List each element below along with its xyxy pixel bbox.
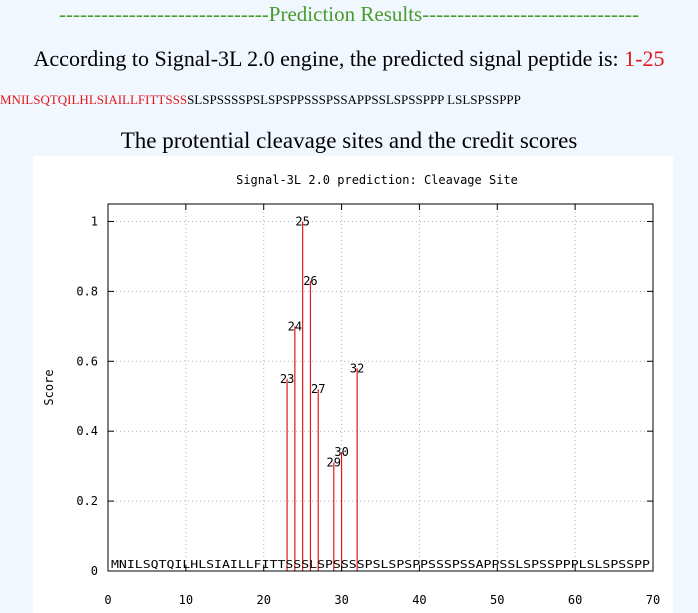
predicted-range: 1-25	[624, 46, 665, 71]
ticks-layer: 0 10 20 30 40 50 60 70 0 0.2 0.4 0.6 0.8 1	[76, 204, 660, 607]
prediction-statement: According to Signal-3L 2.0 engine, the p…	[0, 46, 698, 72]
chart-panel: Signal-3L 2.0 prediction: Cleavage Site …	[33, 156, 673, 613]
x-tick-label: 50	[490, 593, 504, 607]
y-tick-label: 0	[91, 564, 98, 578]
chart-title: Signal-3L 2.0 prediction: Cleavage Site	[236, 173, 518, 187]
y-tick-label: 1	[91, 214, 98, 228]
score-point-label-23: 23	[280, 372, 294, 386]
score-point-label-32: 32	[350, 361, 364, 375]
x-tick-label: 30	[334, 593, 348, 607]
score-point-label-29: 29	[327, 456, 341, 470]
x-tick-label: 0	[104, 593, 111, 607]
score-point-label-27: 27	[311, 382, 325, 396]
prediction-text: According to Signal-3L 2.0 engine, the p…	[33, 46, 625, 71]
cleavage-site-chart: Signal-3L 2.0 prediction: Cleavage Site …	[42, 173, 660, 607]
y-axis-label: Score	[42, 369, 56, 405]
score-point-label-26: 26	[303, 274, 317, 288]
results-header: ------------------------------Prediction…	[59, 2, 639, 26]
score-point-label-24: 24	[288, 319, 302, 333]
y-tick-label: 0.2	[76, 494, 98, 508]
x-tick-label: 20	[256, 593, 270, 607]
y-tick-label: 0.8	[76, 284, 98, 298]
score-point-label-30: 30	[334, 445, 348, 459]
y-tick-label: 0.4	[76, 424, 98, 438]
plot-frame	[107, 203, 654, 572]
y-tick-label: 0.6	[76, 354, 98, 368]
sequence-axis-text: MNILSQTQILHLSIAILLFITTSSSLSPSSSSPSLSPSPP…	[111, 558, 650, 571]
score-point-label-25: 25	[295, 214, 309, 228]
x-tick-label: 60	[568, 593, 582, 607]
protein-sequence: MNILSQTQILHLSIAILLFITTSSSSLSPSSSSPSLSPSP…	[0, 92, 521, 108]
mature-sequence: SLSPSSSSPSLSPSPPSSSPSSAPPSSLSPSSPPP LSLS…	[187, 92, 521, 107]
x-tick-label: 10	[179, 593, 193, 607]
chart-caption: The protential cleavage sites and the cr…	[120, 128, 578, 153]
x-tick-label: 70	[646, 593, 660, 607]
signal-peptide-sequence: MNILSQTQILHLSIAILLFITTSSS	[0, 92, 188, 107]
grid-layer	[108, 204, 653, 571]
x-tick-label: 40	[412, 593, 426, 607]
